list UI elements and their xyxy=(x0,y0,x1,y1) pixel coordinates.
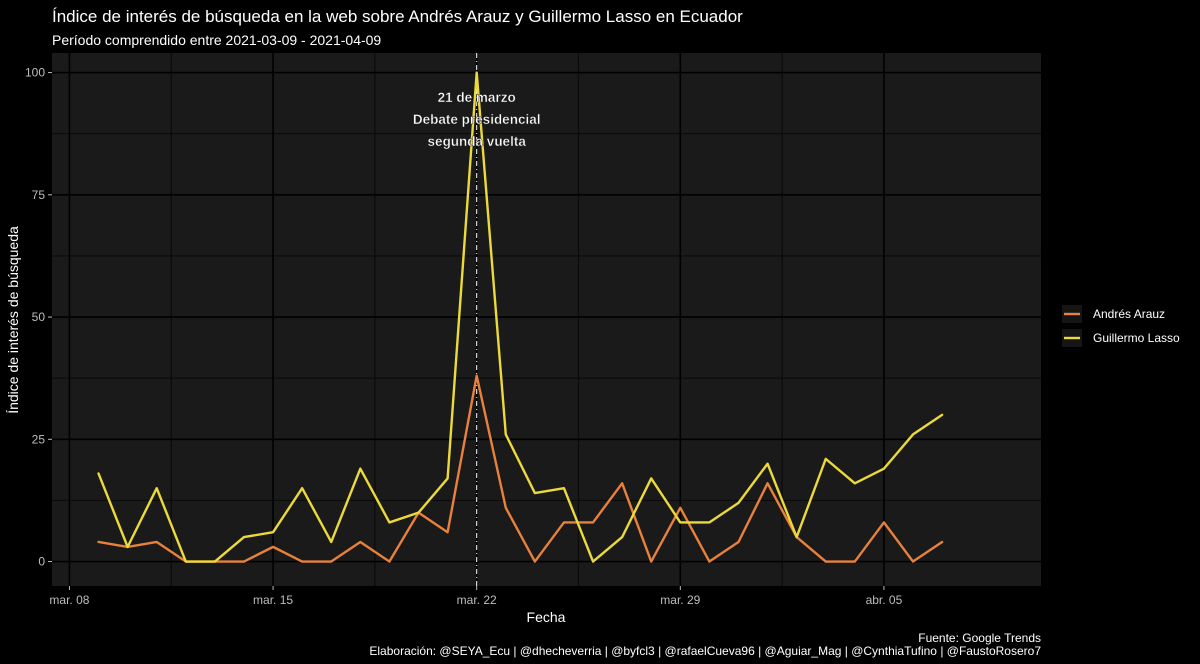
x-tick-label: abr. 05 xyxy=(866,593,903,607)
legend: Andrés Arauz Guillermo Lasso xyxy=(1057,300,1187,352)
caption-source: Fuente: Google Trends xyxy=(918,631,1041,645)
x-tick-label: mar. 15 xyxy=(253,593,293,607)
y-tick-label: 25 xyxy=(32,432,46,446)
plot-panel xyxy=(52,53,1041,586)
y-tick-label: 100 xyxy=(25,66,45,80)
x-axis-title: Fecha xyxy=(527,609,566,625)
series-layer xyxy=(97,71,944,563)
series-line-arauz xyxy=(97,374,944,563)
y-tick-label: 0 xyxy=(38,555,45,569)
chart-title: Índice de interés de búsqueda en la web … xyxy=(52,7,743,26)
x-tick-label: mar. 08 xyxy=(49,593,89,607)
x-tick-label: mar. 22 xyxy=(457,593,497,607)
legend-label: Andrés Arauz xyxy=(1093,307,1165,321)
chart-subtitle: Período comprendido entre 2021-03-09 - 2… xyxy=(52,32,381,48)
legend-label: Guillermo Lasso xyxy=(1093,331,1180,345)
x-tick-label: mar. 29 xyxy=(660,593,700,607)
y-tick-label: 75 xyxy=(32,188,46,202)
grid-minor xyxy=(52,53,1041,586)
y-axis: 0 25 50 75 100 xyxy=(25,66,52,569)
x-axis: mar. 08 mar. 15 mar. 22 mar. 29 abr. 05 xyxy=(49,586,903,607)
annotation-line: segunda vuelta xyxy=(428,134,527,149)
caption-credits: Elaboración: @SEYA_Ecu | @dhecheverria |… xyxy=(369,644,1041,658)
series-line-lasso xyxy=(97,71,944,563)
annotation-line: 21 de marzo xyxy=(438,90,516,105)
annotation-line: Debate presidencial xyxy=(413,112,541,127)
annotation: 21 de marzo Debate presidencial segunda vu… xyxy=(413,90,541,149)
y-axis-title: Índice de interés de búsqueda xyxy=(5,226,21,414)
y-tick-label: 50 xyxy=(32,310,46,324)
